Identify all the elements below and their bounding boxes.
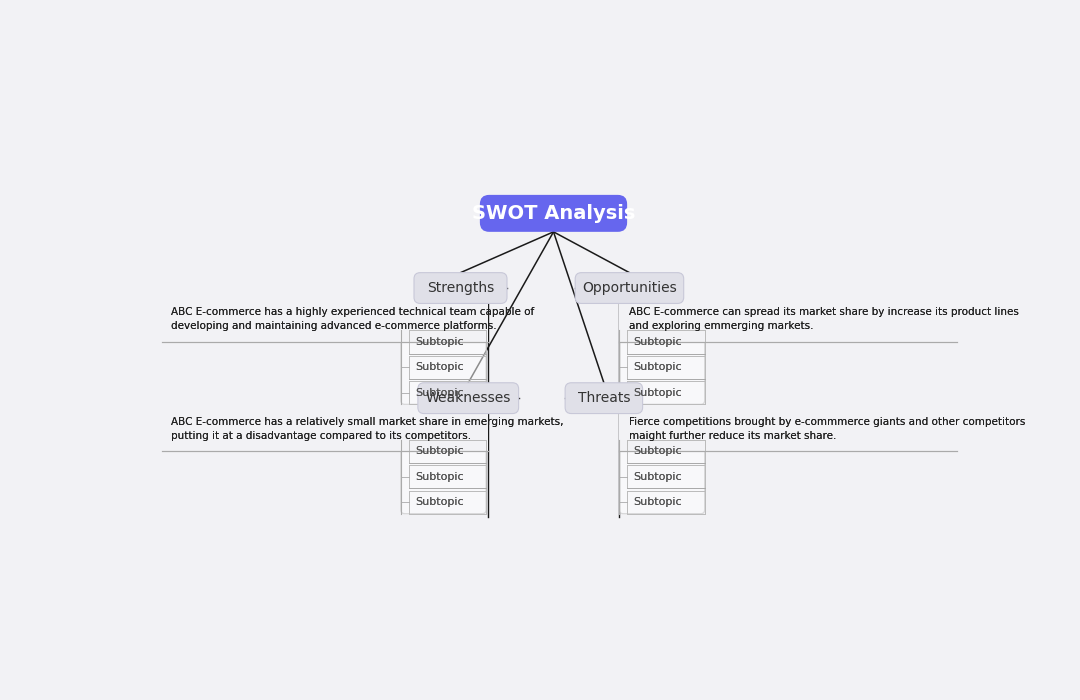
FancyBboxPatch shape [619,409,957,452]
Text: Subtopic: Subtopic [633,337,681,347]
Text: Subtopic: Subtopic [633,363,681,372]
Text: ABC E-commerce has a highly experienced technical team capable of
developing and: ABC E-commerce has a highly experienced … [172,307,535,331]
FancyBboxPatch shape [401,440,486,514]
Text: Subtopic: Subtopic [633,363,681,372]
Text: Subtopic: Subtopic [415,497,463,507]
Text: Fierce competitions brought by e-commmerce giants and other competitors
maight f: Fierce competitions brought by e-commmer… [629,416,1025,440]
Text: Weaknesses: Weaknesses [426,391,511,405]
FancyBboxPatch shape [401,330,486,405]
Text: ABC E-commerce has a relatively small market share in emerging markets,
putting : ABC E-commerce has a relatively small ma… [172,416,564,440]
Text: Opportunities: Opportunities [582,281,677,295]
FancyBboxPatch shape [565,383,643,414]
Text: Subtopic: Subtopic [415,472,463,482]
Text: Fierce competitions brought by e-commmerce giants and other competitors
maight f: Fierce competitions brought by e-commmer… [629,416,1025,440]
Text: Subtopic: Subtopic [415,388,463,398]
Text: Subtopic: Subtopic [633,472,681,482]
Text: Subtopic: Subtopic [415,388,463,398]
Text: Subtopic: Subtopic [633,447,681,456]
Text: Subtopic: Subtopic [415,472,463,482]
Text: Subtopic: Subtopic [415,363,463,372]
Text: Subtopic: Subtopic [415,447,463,456]
Text: Subtopic: Subtopic [415,447,463,456]
Text: ABC E-commerce has a highly experienced technical team capable of
developing and: ABC E-commerce has a highly experienced … [172,307,535,331]
Text: Subtopic: Subtopic [633,497,681,507]
FancyBboxPatch shape [162,409,488,452]
Text: Subtopic: Subtopic [415,337,463,347]
FancyBboxPatch shape [162,300,488,342]
Text: Subtopic: Subtopic [633,472,681,482]
Text: Strengths: Strengths [427,281,495,295]
FancyBboxPatch shape [576,272,684,304]
Text: Subtopic: Subtopic [633,337,681,347]
Text: ABC E-commerce can spread its market share by increase its product lines
and exp: ABC E-commerce can spread its market sha… [629,307,1018,331]
FancyBboxPatch shape [414,272,507,304]
Text: Subtopic: Subtopic [633,497,681,507]
FancyBboxPatch shape [480,195,627,232]
Text: Subtopic: Subtopic [415,337,463,347]
Text: ABC E-commerce has a relatively small market share in emerging markets,
putting : ABC E-commerce has a relatively small ma… [172,416,564,440]
Text: SWOT Analysis: SWOT Analysis [472,204,635,223]
FancyBboxPatch shape [418,383,518,414]
FancyBboxPatch shape [619,300,957,342]
Text: Subtopic: Subtopic [415,363,463,372]
Text: Subtopic: Subtopic [415,497,463,507]
Text: Subtopic: Subtopic [633,388,681,398]
Text: Subtopic: Subtopic [633,388,681,398]
FancyBboxPatch shape [619,330,704,405]
Text: ABC E-commerce can spread its market share by increase its product lines
and exp: ABC E-commerce can spread its market sha… [629,307,1018,331]
Text: Threats: Threats [578,391,630,405]
Text: Subtopic: Subtopic [633,447,681,456]
FancyBboxPatch shape [619,440,704,514]
